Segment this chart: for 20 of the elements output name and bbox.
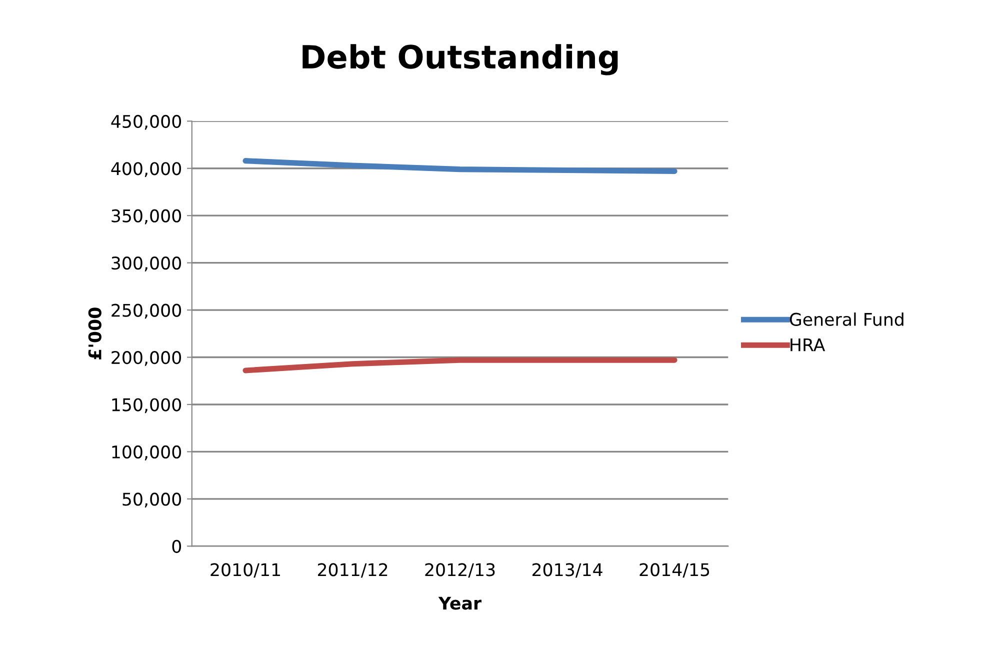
- y-tick-label: 400,000: [111, 162, 182, 177]
- x-tick-label: 2010/11: [210, 563, 280, 578]
- legend-label: General Fund: [790, 312, 904, 326]
- y-tick-label: 250,000: [112, 304, 182, 319]
- x-tick-label: 2014/15: [640, 563, 710, 578]
- x-tick-label: 2013/14: [532, 563, 602, 578]
- y-tick-label: 300,000: [112, 256, 182, 272]
- y-tick-label: 350,000: [112, 209, 182, 224]
- y-axis-title: £'000: [88, 308, 102, 360]
- legend-label: HRA: [790, 338, 826, 352]
- x-tick-label: 2011/12: [318, 563, 388, 578]
- y-tick-label: 100,000: [112, 445, 182, 460]
- y-tick-label: 150,000: [112, 398, 182, 414]
- y-tick-label: 200,000: [112, 350, 182, 366]
- y-tick-label: 450,000: [111, 114, 182, 130]
- y-tick-label: 0: [172, 540, 182, 553]
- x-axis-title: Year: [438, 596, 482, 610]
- x-tick-label: 2012/13: [425, 563, 495, 578]
- y-tick-label: 50,000: [122, 492, 182, 508]
- chart-title: Debt Outstanding: [302, 44, 618, 76]
